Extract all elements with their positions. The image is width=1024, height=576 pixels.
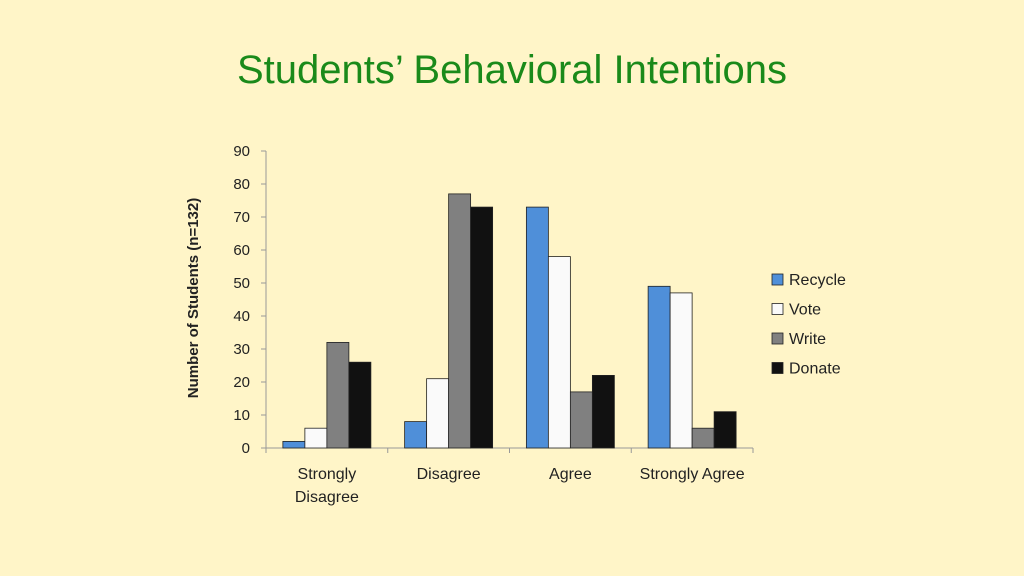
y-axis-label: Number of Students (n=132) <box>185 198 202 398</box>
bar-write <box>569 391 593 449</box>
y-tick-label: 10 <box>233 407 250 424</box>
y-tick-label: 80 <box>233 176 250 193</box>
legend-swatch <box>771 362 784 374</box>
bar-vote <box>547 256 571 449</box>
legend-swatch <box>771 332 784 345</box>
bar-recycle <box>525 206 549 449</box>
bar-recycle <box>404 421 428 449</box>
x-category-label: Disagree <box>417 466 481 483</box>
legend-label: Vote <box>789 302 821 319</box>
legend-label: Write <box>789 331 826 348</box>
y-tick-label: 40 <box>233 308 250 325</box>
bar-recycle <box>282 440 306 449</box>
bar-donate <box>591 374 615 449</box>
x-category-label: Strongly <box>298 466 357 483</box>
legend-label: Recycle <box>789 272 846 289</box>
legend-swatch <box>771 273 784 286</box>
bar-vote <box>426 378 450 449</box>
bar-vote <box>304 427 328 449</box>
bar-recycle <box>647 285 671 449</box>
y-tick-label: 90 <box>233 143 250 160</box>
bar-write <box>691 427 715 449</box>
bar-donate <box>713 411 737 449</box>
y-tick-label: 70 <box>233 209 250 226</box>
legend-swatch <box>771 303 784 315</box>
bar-vote <box>669 292 693 449</box>
legend-label: Donate <box>789 361 841 378</box>
chart-legend: Recycle Vote Write Donate <box>771 272 846 378</box>
chart-bars <box>282 193 737 449</box>
chart-title: Students’ Behavioral Intentions <box>237 48 787 92</box>
bar-donate <box>348 361 372 449</box>
bar-write <box>448 193 472 449</box>
y-tick-label: 50 <box>233 275 250 292</box>
chart-axes: 0 10 20 30 40 50 60 70 80 90 Strongly Disagree Disag… <box>233 143 754 506</box>
x-category-label: Disagree <box>295 489 359 506</box>
y-tick-label: 0 <box>242 440 250 457</box>
bar-write <box>326 341 350 449</box>
y-tick-label: 20 <box>233 374 250 391</box>
bar-donate <box>470 206 494 449</box>
y-tick-label: 30 <box>233 341 250 358</box>
x-category-label: Agree <box>549 466 592 483</box>
y-tick-label: 60 <box>233 242 250 259</box>
x-category-label: Strongly Agree <box>640 466 745 483</box>
